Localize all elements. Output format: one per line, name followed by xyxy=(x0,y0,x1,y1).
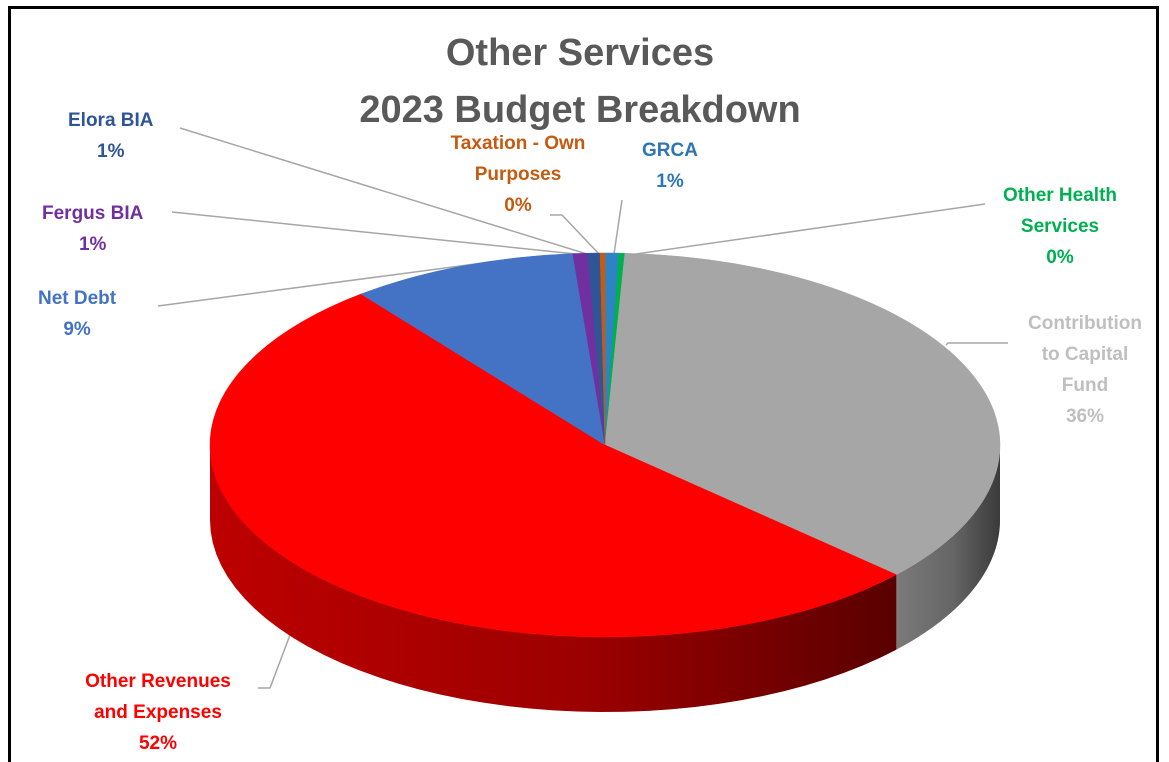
leader-line-contribution-to-capital-fund xyxy=(945,342,1008,346)
pie-side-shade-other-revenues-and-expenses xyxy=(210,445,897,712)
label-taxation-pct: 0% xyxy=(504,195,532,216)
label-capital-fund-line2: to Capital xyxy=(1041,344,1129,365)
pie-slice-taxation-own-purposes xyxy=(599,252,606,446)
label-grca-pct: 1% xyxy=(656,171,684,192)
label-taxation-line1: Taxation - Own xyxy=(450,133,586,154)
label-capital-fund-line1: Contribution xyxy=(1028,313,1142,334)
pie-slice-net-debt xyxy=(360,253,606,446)
data-label-other-health: Other Health Services 0% xyxy=(980,180,1140,273)
label-grca-name: GRCA xyxy=(642,140,698,161)
label-net-debt-name: Net Debt xyxy=(38,288,117,309)
leader-line-other-health-services xyxy=(621,203,986,257)
label-taxation-line2: Purposes xyxy=(474,164,562,185)
leader-line-grca xyxy=(613,199,623,255)
data-label-fergus-bia: Fergus BIA 1% xyxy=(42,198,143,260)
label-other-health-line1: Other Health xyxy=(1002,185,1118,206)
data-label-other-revenues: Other Revenues and Expenses 52% xyxy=(58,666,258,759)
leader-line-other-revenues-and-expenses xyxy=(258,634,291,689)
label-other-revenues-line1: Other Revenues xyxy=(85,671,231,692)
leader-line-taxation-own-purposes xyxy=(550,214,601,256)
label-elora-bia-name: Elora BIA xyxy=(68,110,154,131)
pie-side-shade-contribution-to-capital-fund xyxy=(896,445,1000,650)
label-other-health-pct: 0% xyxy=(1046,247,1074,268)
label-net-debt-pct: 9% xyxy=(63,319,91,340)
label-fergus-bia-pct: 1% xyxy=(78,234,107,255)
data-label-elora-bia: Elora BIA 1% xyxy=(68,105,154,167)
pie-slice-other-revenues-and-expenses xyxy=(209,293,897,638)
label-fergus-bia-name: Fergus BIA xyxy=(42,203,144,224)
label-other-health-line2: Services xyxy=(1020,216,1100,237)
chart-title-line1: Other Services xyxy=(445,32,715,74)
leader-line-fergus-bia xyxy=(171,211,596,257)
chart-frame xyxy=(8,6,1159,762)
data-label-net-debt: Net Debt 9% xyxy=(38,283,116,345)
chart-title-line2: 2023 Budget Breakdown xyxy=(359,89,801,131)
label-other-revenues-pct: 52% xyxy=(138,733,178,754)
leader-line-elora-bia xyxy=(179,127,591,256)
label-capital-fund-line3: Fund xyxy=(1061,375,1109,396)
label-other-revenues-line2: and Expenses xyxy=(94,702,222,723)
leader-line-net-debt xyxy=(157,261,491,307)
data-label-taxation: Taxation - Own Purposes 0% xyxy=(418,128,618,221)
label-elora-bia-pct: 1% xyxy=(97,141,125,162)
pie-slice-contribution-to-capital-fund xyxy=(604,252,1001,575)
data-label-capital-fund: Contribution to Capital Fund 36% xyxy=(1010,308,1160,432)
data-label-grca: GRCA 1% xyxy=(620,135,720,197)
label-capital-fund-pct: 36% xyxy=(1065,406,1105,427)
